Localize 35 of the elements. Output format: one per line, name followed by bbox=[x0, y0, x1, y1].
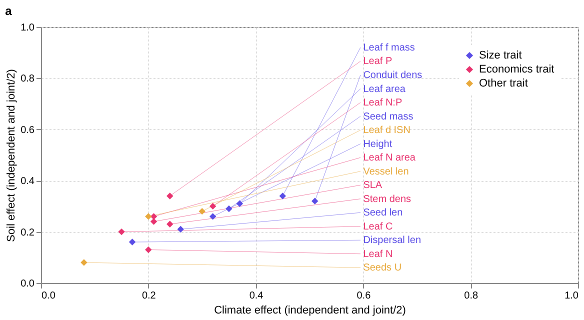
annotation: Vessel len bbox=[363, 166, 409, 178]
annotation: Height bbox=[363, 138, 392, 150]
annotation: Stem dens bbox=[363, 194, 412, 205]
annotation: Conduit dens bbox=[363, 70, 422, 81]
annotation: Leaf N area bbox=[363, 152, 416, 164]
y-tick-label: 0.6 bbox=[20, 124, 35, 136]
annotation: Leaf N:P bbox=[363, 98, 402, 109]
y-tick-label: 0.8 bbox=[20, 74, 35, 85]
x-tick-label: 0.8 bbox=[464, 290, 478, 302]
annotation: Seed len bbox=[363, 208, 403, 219]
annotation: Seeds U bbox=[363, 262, 402, 274]
y-tick-label: 0.0 bbox=[20, 278, 35, 290]
x-tick-label: 0.0 bbox=[42, 290, 56, 302]
y-tick-label: 1.0 bbox=[20, 22, 35, 34]
legend-label: Size trait bbox=[479, 50, 522, 62]
annotation: SLA bbox=[363, 180, 382, 192]
annotation: Leaf area bbox=[363, 84, 406, 95]
annotation: Dispersal len bbox=[363, 235, 422, 246]
x-tick-label: 0.4 bbox=[249, 290, 264, 302]
annotation: Leaf d ISN bbox=[363, 125, 410, 136]
legend-label: Economics trait bbox=[479, 64, 554, 76]
chart-title: a bbox=[5, 4, 12, 18]
x-tick-label: 0.6 bbox=[356, 290, 372, 302]
x-tick-label: 0.2 bbox=[142, 290, 156, 302]
annotation: Seed mass bbox=[363, 111, 414, 122]
x-tick-label: 1.0 bbox=[564, 290, 579, 302]
legend-label: Other trait bbox=[479, 78, 528, 90]
x-axis-title: Climate effect (independent and joint/2) bbox=[214, 304, 406, 316]
annotation: Leaf N bbox=[363, 248, 393, 260]
y-axis-title: Soil effect (independent and joint/2) bbox=[6, 69, 18, 242]
annotation: Leaf C bbox=[363, 221, 393, 232]
annotation: Leaf P bbox=[363, 56, 392, 68]
y-tick-label: 0.4 bbox=[20, 176, 35, 188]
annotation: Leaf f mass bbox=[363, 42, 415, 54]
y-tick-label: 0.2 bbox=[20, 227, 35, 238]
